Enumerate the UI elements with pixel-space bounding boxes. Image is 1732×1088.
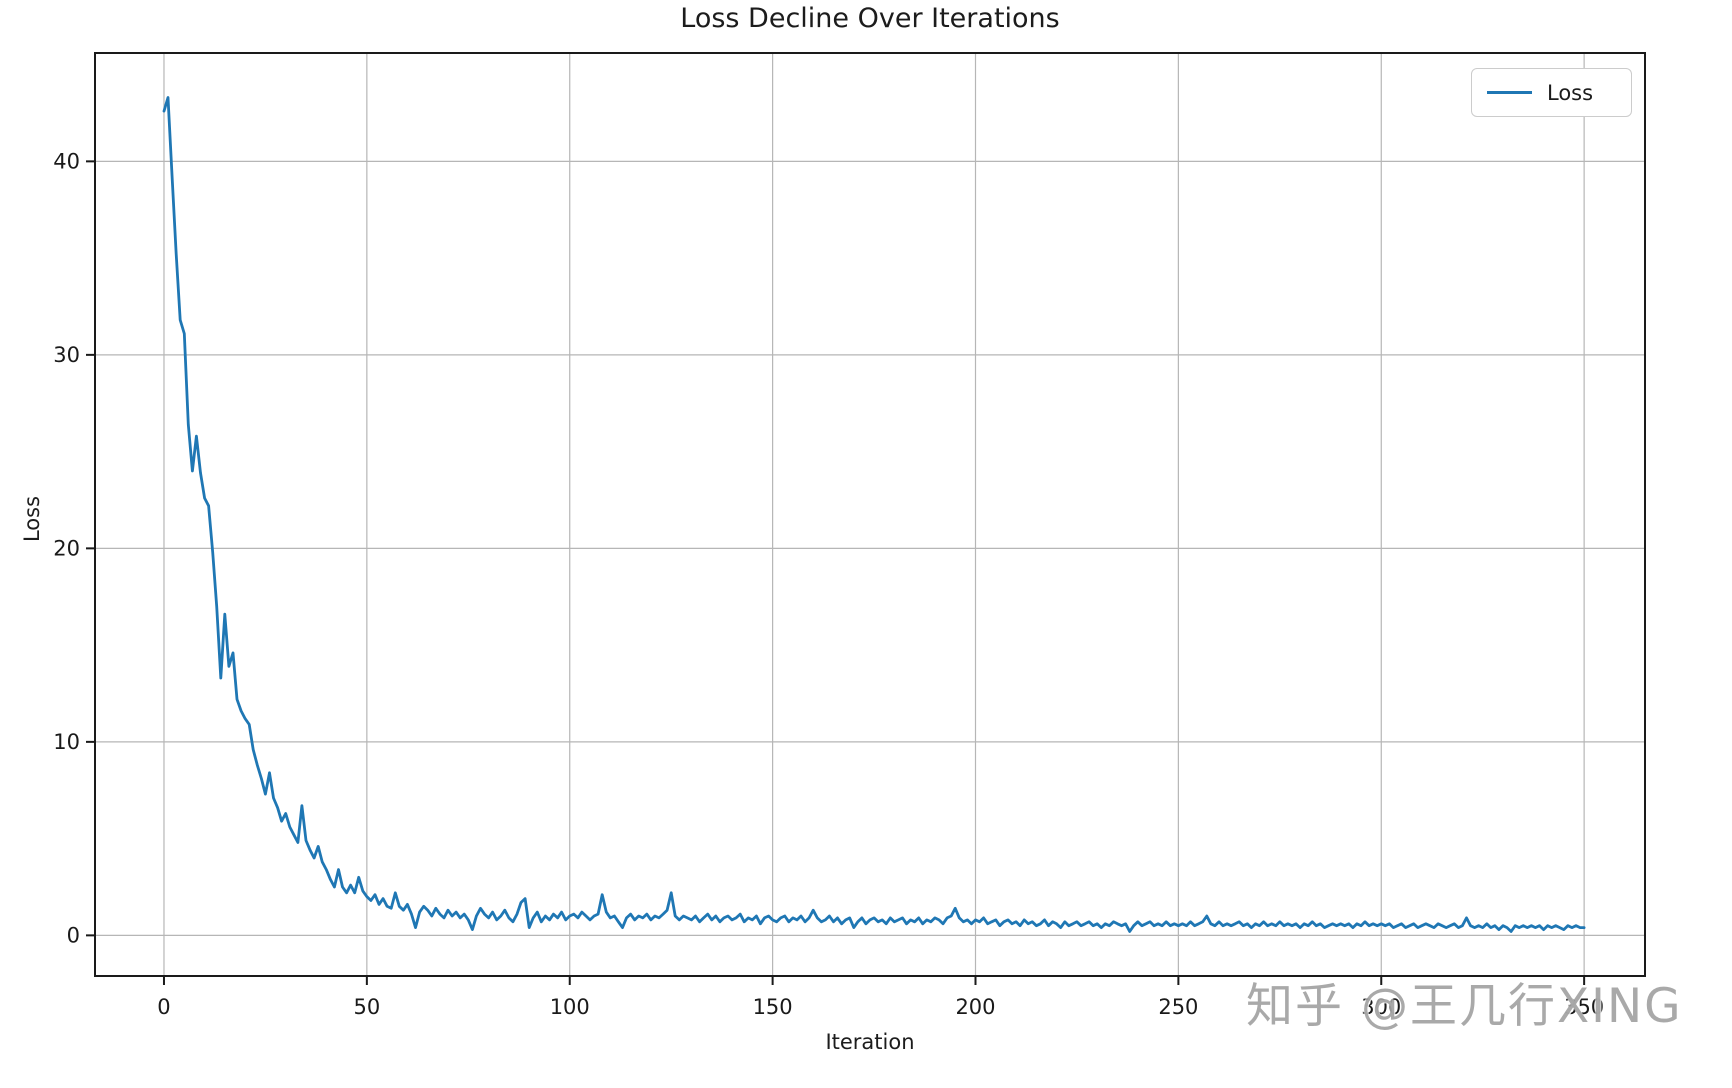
y-tick-label: 40 xyxy=(53,149,80,173)
x-tick-label: 350 xyxy=(1564,995,1604,1019)
legend[interactable]: Loss xyxy=(1471,68,1632,117)
legend-line-sample xyxy=(1487,91,1532,94)
x-tick-label: 0 xyxy=(157,995,170,1019)
y-tick-label: 10 xyxy=(53,730,80,754)
x-tick-label: 250 xyxy=(1158,995,1198,1019)
loss-line xyxy=(162,96,1586,933)
x-tick-label: 100 xyxy=(550,995,590,1019)
watermark: 知乎 @王几行XING xyxy=(1246,979,1683,1034)
x-axis-label: Iteration xyxy=(825,1030,915,1054)
y-tick-label: 0 xyxy=(67,923,80,947)
x-tick-label: 300 xyxy=(1361,995,1401,1019)
chart-title: Loss Decline Over Iterations xyxy=(680,3,1060,34)
x-tick-label: 150 xyxy=(753,995,793,1019)
legend-label: Loss xyxy=(1547,80,1594,105)
x-tick-label: 50 xyxy=(353,995,380,1019)
axes-spines xyxy=(94,52,1646,977)
y-tick-label: 30 xyxy=(53,343,80,367)
y-tick-label: 20 xyxy=(53,536,80,560)
x-tick-label: 200 xyxy=(955,995,995,1019)
